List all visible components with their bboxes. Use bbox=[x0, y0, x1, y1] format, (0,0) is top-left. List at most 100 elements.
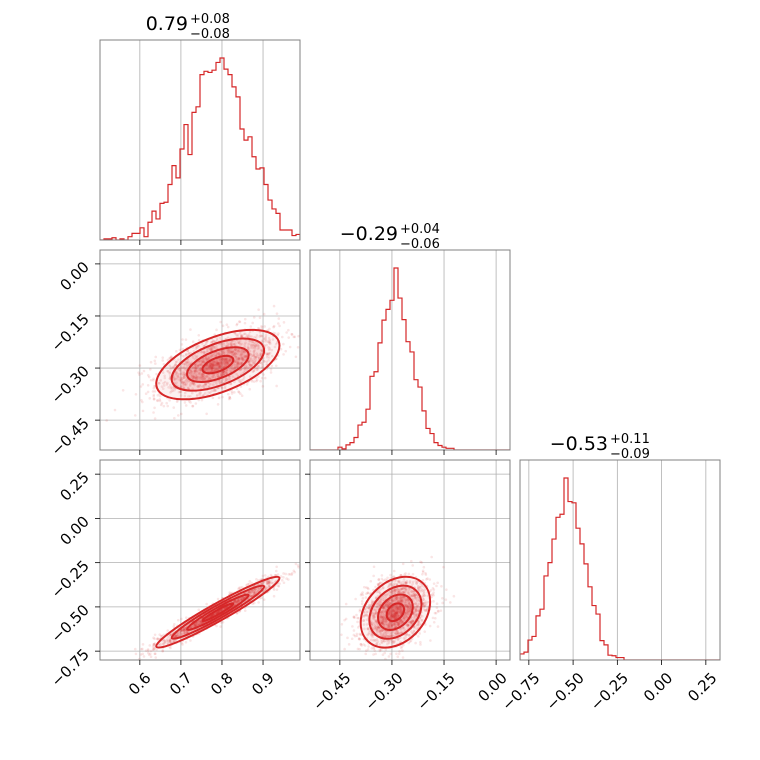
sample-point bbox=[181, 366, 184, 369]
sample-point bbox=[204, 382, 207, 386]
sample-point bbox=[220, 386, 224, 389]
sample-point bbox=[217, 610, 221, 613]
sample-point bbox=[197, 333, 201, 337]
sample-point bbox=[153, 652, 157, 656]
sample-point bbox=[230, 350, 234, 354]
sample-point bbox=[412, 630, 416, 633]
sample-point bbox=[221, 372, 225, 376]
sample-point bbox=[285, 577, 288, 580]
sample-point bbox=[152, 642, 156, 646]
sample-point bbox=[392, 611, 396, 614]
contour-line bbox=[186, 593, 250, 631]
sample-point bbox=[156, 398, 159, 402]
sample-point bbox=[223, 358, 227, 362]
sample-point bbox=[193, 383, 196, 387]
sample-point bbox=[178, 630, 182, 633]
sample-point bbox=[417, 602, 421, 606]
y-tick-label: −0.75 bbox=[48, 645, 93, 690]
sample-point bbox=[254, 344, 257, 348]
sample-point bbox=[396, 608, 400, 612]
sample-point bbox=[409, 607, 413, 610]
sample-point bbox=[149, 378, 153, 382]
sample-point bbox=[216, 352, 219, 356]
sample-point bbox=[217, 375, 221, 378]
sample-point bbox=[175, 350, 178, 353]
sample-point bbox=[383, 603, 387, 607]
sample-point bbox=[226, 361, 229, 365]
panel-1-1: −0.29 +0.04−0.06 bbox=[309, 222, 511, 455]
sample-point bbox=[401, 562, 405, 566]
sample-point bbox=[421, 594, 424, 598]
sample-point bbox=[411, 619, 415, 622]
sample-point bbox=[215, 328, 218, 332]
sample-point bbox=[211, 375, 214, 379]
sample-point bbox=[226, 377, 230, 381]
sample-point bbox=[400, 596, 404, 600]
sample-point bbox=[200, 377, 203, 380]
sample-point bbox=[169, 387, 173, 390]
sample-point bbox=[236, 335, 239, 338]
sample-point bbox=[400, 620, 404, 624]
sample-point bbox=[237, 599, 241, 603]
sample-point bbox=[380, 614, 383, 618]
sample-point bbox=[340, 623, 344, 626]
sample-point bbox=[233, 367, 236, 371]
sample-point bbox=[396, 579, 400, 583]
sample-point bbox=[183, 394, 187, 398]
sample-point bbox=[179, 376, 182, 380]
sample-point bbox=[282, 581, 286, 585]
sample-point bbox=[417, 635, 420, 638]
sample-point bbox=[398, 611, 402, 614]
sample-point bbox=[196, 364, 200, 368]
sample-point bbox=[387, 624, 391, 628]
sample-point bbox=[424, 609, 427, 612]
sample-point bbox=[219, 359, 223, 362]
sample-point bbox=[398, 605, 402, 608]
sample-point bbox=[423, 594, 426, 597]
sample-point bbox=[292, 569, 296, 573]
sample-point bbox=[415, 599, 419, 602]
sample-point bbox=[213, 368, 217, 372]
sample-point bbox=[396, 655, 400, 659]
sample-point bbox=[244, 367, 248, 370]
sample-point bbox=[209, 355, 213, 358]
sample-point bbox=[374, 596, 378, 599]
sample-point bbox=[190, 372, 194, 376]
sample-point bbox=[209, 363, 213, 367]
sample-point bbox=[407, 613, 411, 616]
sample-point bbox=[396, 607, 400, 610]
sample-point bbox=[267, 346, 270, 349]
sample-point bbox=[250, 363, 254, 367]
sample-point bbox=[365, 623, 369, 626]
sample-point bbox=[381, 622, 385, 626]
sample-point bbox=[221, 358, 225, 361]
sample-point bbox=[146, 648, 150, 651]
sample-point bbox=[385, 634, 389, 637]
sample-point bbox=[372, 617, 375, 620]
sample-point bbox=[408, 581, 412, 584]
sample-point bbox=[227, 348, 231, 352]
sample-point bbox=[219, 625, 222, 628]
sample-point bbox=[267, 351, 271, 355]
sample-point bbox=[352, 633, 356, 637]
sample-point bbox=[377, 577, 381, 581]
sample-point bbox=[175, 400, 179, 403]
sample-point bbox=[384, 620, 387, 624]
sample-point bbox=[381, 609, 385, 613]
sample-point bbox=[375, 602, 378, 606]
sample-point bbox=[193, 623, 197, 627]
sample-point bbox=[250, 589, 254, 593]
sample-point bbox=[228, 358, 231, 362]
sample-point bbox=[243, 358, 247, 362]
sample-point bbox=[408, 604, 411, 608]
sample-point bbox=[410, 593, 414, 597]
sample-point bbox=[208, 382, 212, 386]
sample-point bbox=[237, 356, 241, 360]
sample-point bbox=[285, 331, 288, 334]
sample-point bbox=[267, 340, 271, 344]
sample-point bbox=[391, 639, 395, 642]
sample-point bbox=[402, 595, 405, 598]
sample-point bbox=[366, 627, 370, 631]
sample-point bbox=[410, 621, 413, 624]
sample-point bbox=[396, 599, 399, 602]
